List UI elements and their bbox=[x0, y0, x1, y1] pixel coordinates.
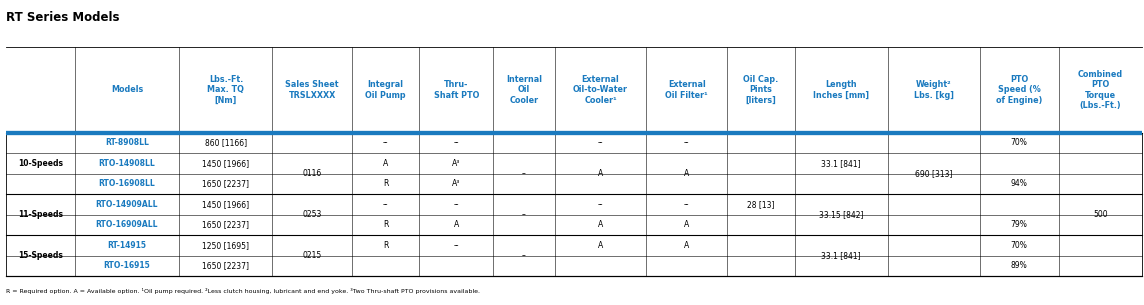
Text: R = Required option. A = Available option. ¹Oil pump required. ²Less clutch hous: R = Required option. A = Available optio… bbox=[6, 288, 479, 294]
Text: A: A bbox=[454, 220, 459, 229]
Text: External
Oil Filter¹: External Oil Filter¹ bbox=[666, 81, 708, 99]
Text: A³: A³ bbox=[452, 179, 461, 188]
Text: 94%: 94% bbox=[1011, 179, 1027, 188]
Text: 0215: 0215 bbox=[302, 251, 321, 260]
Text: A: A bbox=[598, 220, 603, 229]
Text: Weight²
Lbs. [kg]: Weight² Lbs. [kg] bbox=[914, 81, 954, 99]
Text: A: A bbox=[684, 241, 690, 250]
Text: Integral
Oil Pump: Integral Oil Pump bbox=[365, 81, 406, 99]
Text: Internal
Oil
Cooler: Internal Oil Cooler bbox=[506, 75, 542, 105]
Text: A: A bbox=[383, 159, 388, 168]
Text: Sales Sheet
TRSLXXXX: Sales Sheet TRSLXXXX bbox=[285, 81, 339, 99]
Text: 860 [1166]: 860 [1166] bbox=[205, 138, 247, 147]
Text: 11-Speeds: 11-Speeds bbox=[17, 210, 63, 219]
Text: RT-8908LL: RT-8908LL bbox=[105, 138, 149, 147]
Text: –: – bbox=[522, 251, 526, 260]
Text: --: -- bbox=[598, 138, 603, 147]
Text: RT-14915: RT-14915 bbox=[108, 241, 146, 250]
Text: Thru-
Shaft PTO: Thru- Shaft PTO bbox=[434, 81, 479, 99]
Text: RTO-14909ALL: RTO-14909ALL bbox=[96, 200, 158, 209]
Text: RTO-16909ALL: RTO-16909ALL bbox=[96, 220, 158, 229]
Text: 28 [13]: 28 [13] bbox=[747, 200, 774, 209]
Text: 1250 [1695]: 1250 [1695] bbox=[202, 241, 249, 250]
Text: Models: Models bbox=[111, 85, 143, 95]
Text: Oil Cap.
Pints
[liters]: Oil Cap. Pints [liters] bbox=[744, 75, 778, 105]
Text: 500: 500 bbox=[1093, 210, 1107, 219]
Text: 1650 [2237]: 1650 [2237] bbox=[202, 220, 249, 229]
Text: Length
Inches [mm]: Length Inches [mm] bbox=[813, 81, 869, 99]
Text: 70%: 70% bbox=[1011, 138, 1027, 147]
Text: --: -- bbox=[383, 138, 388, 147]
Text: A: A bbox=[598, 241, 603, 250]
Text: 1450 [1966]: 1450 [1966] bbox=[202, 200, 249, 209]
Text: External
Oil-to-Water
Cooler¹: External Oil-to-Water Cooler¹ bbox=[573, 75, 628, 105]
Text: 33.15 [842]: 33.15 [842] bbox=[819, 210, 864, 219]
Text: A: A bbox=[684, 169, 690, 178]
Text: R: R bbox=[383, 241, 388, 250]
Text: --: -- bbox=[684, 138, 690, 147]
Text: R: R bbox=[383, 179, 388, 188]
Text: 79%: 79% bbox=[1011, 220, 1027, 229]
Text: --: -- bbox=[383, 200, 388, 209]
Text: Lbs.-Ft.
Max. TQ
[Nm]: Lbs.-Ft. Max. TQ [Nm] bbox=[207, 75, 245, 105]
Text: 33.1 [841]: 33.1 [841] bbox=[821, 159, 861, 168]
Text: --: -- bbox=[453, 241, 459, 250]
Text: 15-Speeds: 15-Speeds bbox=[18, 251, 63, 260]
Text: --: -- bbox=[598, 200, 603, 209]
Text: --: -- bbox=[453, 138, 459, 147]
Text: 0253: 0253 bbox=[302, 210, 321, 219]
Text: RTO-14908LL: RTO-14908LL bbox=[98, 159, 156, 168]
Text: --: -- bbox=[453, 200, 459, 209]
Text: 1450 [1966]: 1450 [1966] bbox=[202, 159, 249, 168]
Text: 1650 [2237]: 1650 [2237] bbox=[202, 261, 249, 270]
Text: 10-Speeds: 10-Speeds bbox=[17, 159, 63, 168]
Text: 0116: 0116 bbox=[302, 169, 321, 178]
Text: 70%: 70% bbox=[1011, 241, 1027, 250]
Text: A³: A³ bbox=[452, 159, 461, 168]
Text: 33.1 [841]: 33.1 [841] bbox=[821, 251, 861, 260]
Text: R: R bbox=[383, 220, 388, 229]
Text: –: – bbox=[522, 210, 526, 219]
Text: A: A bbox=[598, 169, 603, 178]
Text: 89%: 89% bbox=[1011, 261, 1027, 270]
Text: RTO-16908LL: RTO-16908LL bbox=[98, 179, 156, 188]
Text: 690 [313]: 690 [313] bbox=[915, 169, 953, 178]
Text: RTO-16915: RTO-16915 bbox=[104, 261, 150, 270]
Text: RT Series Models: RT Series Models bbox=[6, 11, 119, 24]
Text: A: A bbox=[684, 220, 690, 229]
Text: Combined
PTO
Torque
(Lbs.-Ft.): Combined PTO Torque (Lbs.-Ft.) bbox=[1078, 70, 1122, 109]
Text: –: – bbox=[522, 169, 526, 178]
Text: --: -- bbox=[684, 200, 690, 209]
Text: 1650 [2237]: 1650 [2237] bbox=[202, 179, 249, 188]
Text: PTO
Speed (%
of Engine): PTO Speed (% of Engine) bbox=[996, 75, 1042, 105]
